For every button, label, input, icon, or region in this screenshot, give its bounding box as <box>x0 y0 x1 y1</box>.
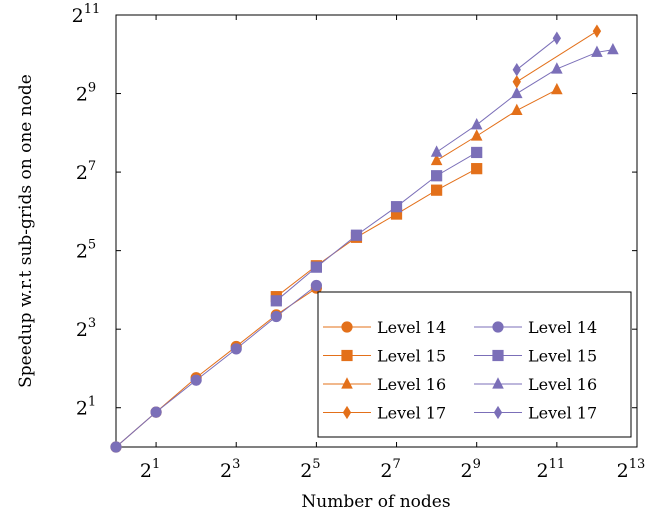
data-point-diamond <box>493 405 503 420</box>
series-level-14 <box>110 279 322 453</box>
data-point-square <box>390 201 403 213</box>
legend-label: Level 15 <box>377 347 446 366</box>
data-point-triangle <box>510 103 523 116</box>
data-point-diamond <box>592 24 602 38</box>
series-line <box>436 89 558 161</box>
series-level-14 <box>110 282 322 453</box>
data-point-triangle <box>430 145 443 157</box>
data-point-triangle <box>492 377 504 389</box>
series-line <box>275 152 477 302</box>
legend-label: Level 17 <box>528 404 597 423</box>
legend-entry: Level 17 <box>323 404 446 423</box>
data-point-circle <box>150 406 162 418</box>
x-tick-label: 211 <box>537 457 566 482</box>
axis-ticks: 21 23 25 27 29 211 213 21 23 25 27 29 211 <box>72 2 646 482</box>
legend-label: Level 15 <box>528 347 597 366</box>
y-tick-label: 27 <box>76 159 96 184</box>
data-point-circle <box>230 343 242 355</box>
series-level-15 <box>270 146 483 307</box>
x-tick-label: 25 <box>300 457 320 482</box>
data-point-triangle <box>470 129 483 141</box>
series-level-15 <box>270 163 483 303</box>
x-tick-label: 27 <box>380 457 400 482</box>
legend-label: Level 17 <box>377 404 446 423</box>
legend-entry: Level 15 <box>474 347 597 366</box>
data-point-circle <box>270 310 282 323</box>
y-axis-title: Speedup w.r.t sub-grids on one node <box>16 74 36 388</box>
data-point-triangle <box>591 45 603 57</box>
legend-entry: Level 16 <box>323 375 446 394</box>
series-level-17 <box>512 24 602 89</box>
legend-entry: Level 17 <box>474 404 597 423</box>
data-point-triangle <box>551 82 563 95</box>
data-point-triangle <box>430 153 443 166</box>
y-tick-label: 211 <box>72 2 101 27</box>
data-point-square <box>431 184 443 196</box>
legend-label: Level 16 <box>528 375 597 394</box>
data-point-circle <box>492 321 504 333</box>
series-line <box>115 285 317 448</box>
data-point-circle <box>110 441 122 453</box>
data-point-triangle <box>551 62 563 74</box>
y-tick-label: 25 <box>76 238 96 263</box>
legend-label: Level 16 <box>377 375 446 394</box>
x-tick-label: 29 <box>461 457 481 482</box>
series-line <box>436 49 613 153</box>
legend-entry: Level 15 <box>323 347 446 366</box>
series-line <box>516 37 558 71</box>
legend-entry: Level 16 <box>474 375 597 394</box>
data-point-triangle <box>607 42 619 55</box>
legend-entry: Level 14 <box>323 318 446 337</box>
data-point-square <box>471 146 483 159</box>
series-level-16 <box>430 42 619 157</box>
data-point-triangle <box>470 118 483 130</box>
series-line <box>276 168 477 298</box>
data-point-diamond <box>512 63 521 77</box>
x-tick-label: 213 <box>617 457 646 482</box>
data-point-circle <box>310 279 322 292</box>
data-point-circle <box>341 321 353 333</box>
data-point-square <box>270 295 282 307</box>
data-point-square <box>492 349 504 362</box>
data-point-square <box>310 261 322 273</box>
series-line <box>115 287 317 448</box>
series-level-16 <box>430 82 563 166</box>
data-point-square <box>431 170 443 182</box>
data-point-diamond <box>512 75 521 89</box>
x-tick-label: 23 <box>220 457 240 482</box>
legend: Level 14 Level 14 Level 15 Level 15 Level 16… <box>317 291 632 438</box>
x-tick-label: 21 <box>140 457 160 482</box>
data-point-triangle <box>510 86 523 99</box>
series-line <box>516 30 598 83</box>
data-point-circle <box>190 374 202 386</box>
y-tick-label: 21 <box>76 395 96 420</box>
legend-entry: Level 14 <box>474 318 597 337</box>
series-layer <box>110 24 619 453</box>
plot-frame <box>115 14 638 448</box>
y-tick-label: 29 <box>76 81 96 106</box>
data-point-square <box>341 349 353 362</box>
legend-label: Level 14 <box>528 318 597 337</box>
data-point-square <box>471 163 483 175</box>
data-point-diamond <box>552 31 562 45</box>
data-point-diamond <box>342 405 352 420</box>
y-tick-label: 23 <box>76 316 96 341</box>
data-point-square <box>350 229 363 241</box>
legend-label: Level 14 <box>377 318 446 337</box>
data-point-triangle <box>341 377 353 389</box>
series-level-17 <box>512 31 562 77</box>
x-axis-title: Number of nodes <box>301 492 450 512</box>
